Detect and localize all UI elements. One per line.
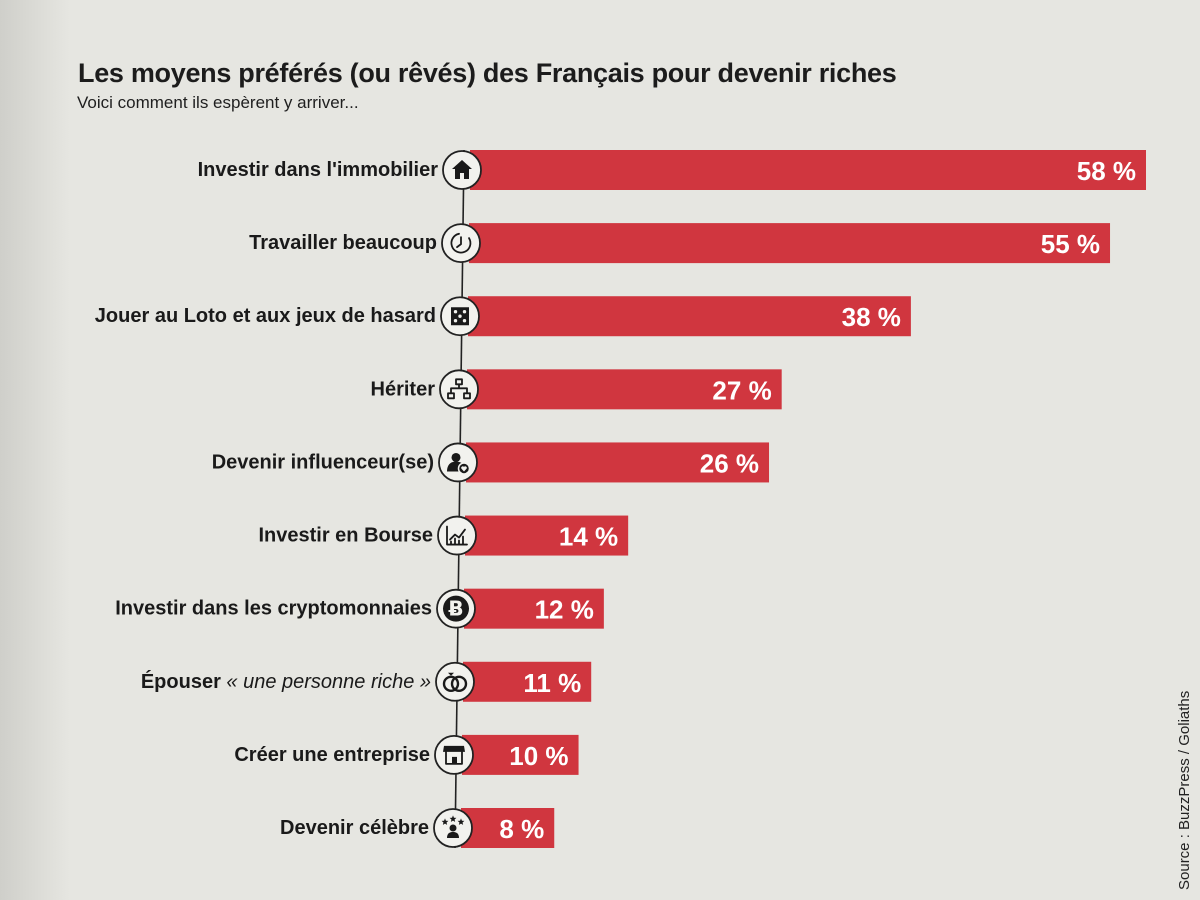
category-label: Devenir célèbre — [280, 817, 429, 839]
bar-value-label: 26 % — [700, 448, 759, 478]
chart-title: Les moyens préférés (ou rêvés) des Franç… — [78, 58, 897, 88]
bar — [467, 369, 782, 410]
bar-value-label: 58 % — [1077, 156, 1136, 186]
hierarchy-icon — [439, 369, 479, 410]
svg-text:Ƀ: Ƀ — [448, 597, 463, 621]
category-label: Créer une entreprise — [234, 744, 430, 766]
category-label: Épouser « une personne riche » — [141, 670, 431, 693]
clock-icon — [441, 223, 481, 264]
bar-value-label: 14 % — [559, 522, 618, 552]
bar — [470, 150, 1146, 190]
category-label: Hériter — [371, 378, 436, 400]
category-label: Travailler beaucoup — [249, 232, 437, 254]
category-label: Investir dans l'immobilier — [198, 159, 439, 181]
stock-chart-icon — [437, 515, 477, 556]
star-person-icon — [433, 808, 473, 848]
value-axis-line — [454, 149, 465, 849]
bar — [466, 442, 770, 483]
bar — [468, 296, 911, 337]
category-label: Devenir influenceur(se) — [212, 451, 434, 473]
bar-value-label: 10 % — [509, 741, 568, 771]
bar — [462, 734, 579, 775]
chart-subtitle: Voici comment ils espèrent y arriver... — [77, 93, 359, 112]
rings-icon — [435, 661, 475, 702]
bar-value-label: 11 % — [523, 668, 581, 698]
category-label: Investir en Bourse — [258, 525, 433, 547]
bar — [465, 515, 629, 556]
category-label: Jouer au Loto et aux jeux de hasard — [95, 305, 436, 327]
bitcoin-icon: Ƀ — [436, 588, 476, 629]
bar — [464, 588, 604, 629]
house-icon — [442, 150, 482, 190]
category-label: Investir dans les cryptomonnaies — [115, 598, 432, 620]
bar-value-label: 8 % — [499, 814, 544, 844]
bar — [463, 661, 592, 702]
shop-icon — [434, 734, 474, 775]
bar — [461, 808, 555, 848]
dice-icon — [440, 296, 480, 337]
source-note: Source : BuzzPress / Goliaths — [1176, 690, 1193, 890]
bar-value-label: 38 % — [842, 302, 901, 332]
bar-value-label: 27 % — [712, 375, 771, 405]
bar — [469, 223, 1111, 264]
bar-value-label: 12 % — [535, 595, 594, 625]
influencer-icon — [438, 442, 478, 483]
bar-value-label: 55 % — [1041, 229, 1100, 259]
page-shadow — [0, 0, 70, 900]
